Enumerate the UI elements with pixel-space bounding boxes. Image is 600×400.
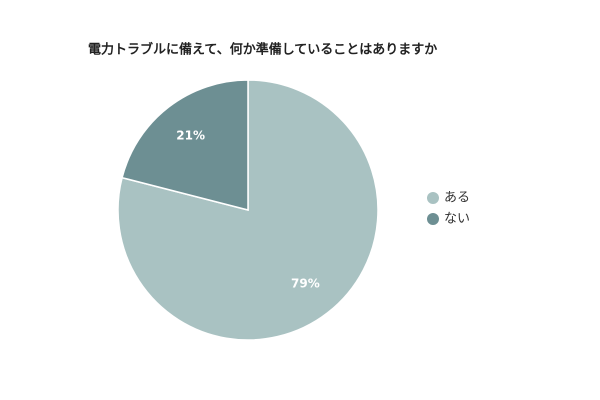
legend-swatch: [427, 192, 439, 204]
legend-swatch: [427, 213, 439, 225]
data-label: 79%: [291, 276, 320, 290]
data-label: 21%: [176, 129, 205, 143]
legend-label: ある: [444, 191, 470, 206]
pie-slice: [121, 79, 249, 211]
legend-label: ない: [444, 212, 470, 227]
chart-title: 電力トラブルに備えて、何か準備していることはありますか: [88, 42, 437, 58]
